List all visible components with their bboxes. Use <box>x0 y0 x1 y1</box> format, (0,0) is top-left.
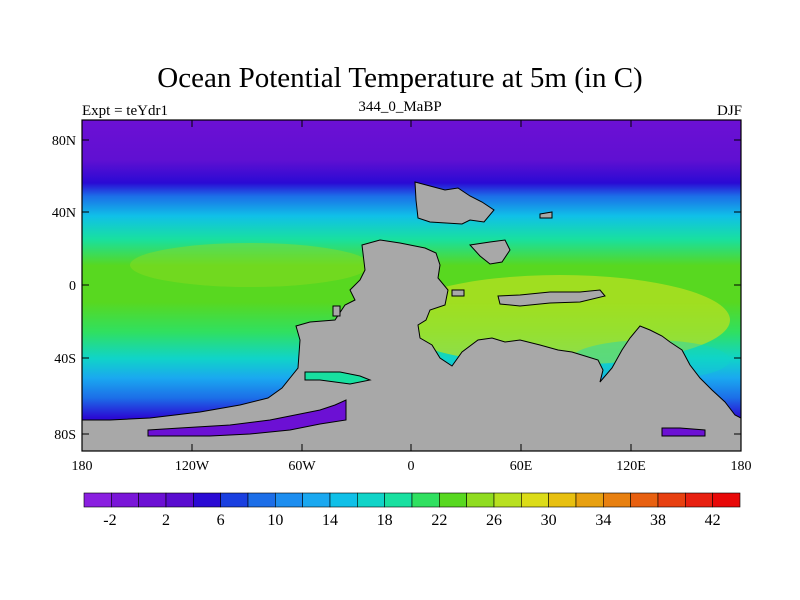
colorbar-swatch <box>575 492 604 508</box>
colorbar-label: 26 <box>486 512 502 529</box>
land-masses <box>82 181 741 451</box>
island-small-1 <box>539 211 553 219</box>
colorbar-swatch <box>302 492 331 508</box>
lon-label-120e: 120E <box>616 459 646 474</box>
colorbar-label: 18 <box>377 512 393 529</box>
colorbar-label: 2 <box>162 512 170 529</box>
longitude-labels: 180 120W 60W 0 60E 120E 180 <box>72 459 752 474</box>
colorbar-swatch <box>630 492 659 508</box>
island-small-3 <box>332 305 341 317</box>
colorbar-swatch <box>220 492 249 508</box>
colorbar-swatch <box>357 492 385 508</box>
colorbar-swatch <box>329 492 358 508</box>
continent-east-peninsula <box>469 239 511 265</box>
colorbar-swatch <box>83 492 112 508</box>
colorbar-swatch <box>411 492 440 508</box>
colorbar-swatch <box>439 492 467 508</box>
continent-main <box>82 239 741 451</box>
colorbar-labels: -2 2 6 10 14 18 22 26 30 34 38 42 <box>103 512 720 529</box>
axis-ticks <box>81 120 742 451</box>
experiment-label: Expt = teYdr1 <box>82 103 168 119</box>
colorbar-swatch <box>193 492 221 508</box>
colorbar-swatch <box>603 492 631 508</box>
colorbar-label: 10 <box>267 512 283 529</box>
colorbar-swatch <box>466 492 495 508</box>
colorbar-swatch <box>712 492 741 508</box>
lat-label-40s: 40S <box>54 352 76 367</box>
colorbar-label: 38 <box>650 512 666 529</box>
lon-label-0: 0 <box>408 459 415 474</box>
lat-label-40n: 40N <box>52 206 76 221</box>
colorbar-swatch <box>685 492 713 508</box>
season-label: DJF <box>716 103 742 119</box>
colorbar-label: -2 <box>103 512 116 529</box>
colorbar-label: 22 <box>431 512 447 529</box>
colorbar-swatch <box>521 492 549 508</box>
latitude-labels: 80N 40N 0 40S 80S <box>52 134 76 443</box>
lat-label-0: 0 <box>69 279 76 294</box>
lon-label-60w: 60W <box>288 459 316 474</box>
colorbar-label: 14 <box>322 512 338 529</box>
lon-label-120w: 120W <box>175 459 210 474</box>
colorbar <box>83 492 741 508</box>
island-small-2 <box>451 289 465 297</box>
colorbar-label: 42 <box>705 512 721 529</box>
lon-label-60e: 60E <box>510 459 533 474</box>
map-title: Ocean Potential Temperature at 5m (in C) <box>157 62 643 94</box>
lat-label-80s: 80S <box>54 428 76 443</box>
lon-label-180e: 180 <box>731 459 752 474</box>
polar-ice-patches <box>147 371 706 437</box>
colorbar-label: 6 <box>217 512 225 529</box>
lat-label-80n: 80N <box>52 134 76 149</box>
time-label: 344_0_MaBP <box>358 99 442 115</box>
colorbar-swatch <box>384 492 413 508</box>
colorbar-swatch <box>275 492 303 508</box>
continent-north <box>414 181 495 225</box>
colorbar-swatch <box>247 492 276 508</box>
colorbar-swatch <box>165 492 194 508</box>
colorbar-swatch <box>657 492 686 508</box>
lon-label-180w: 180 <box>72 459 93 474</box>
continent-strip <box>497 289 606 307</box>
colorbar-swatch <box>493 492 522 508</box>
colorbar-swatch <box>138 492 167 508</box>
colorbar-label: 30 <box>541 512 557 529</box>
colorbar-label: 34 <box>595 512 611 529</box>
colorbar-swatch <box>111 492 139 508</box>
colorbar-swatch <box>548 492 577 508</box>
